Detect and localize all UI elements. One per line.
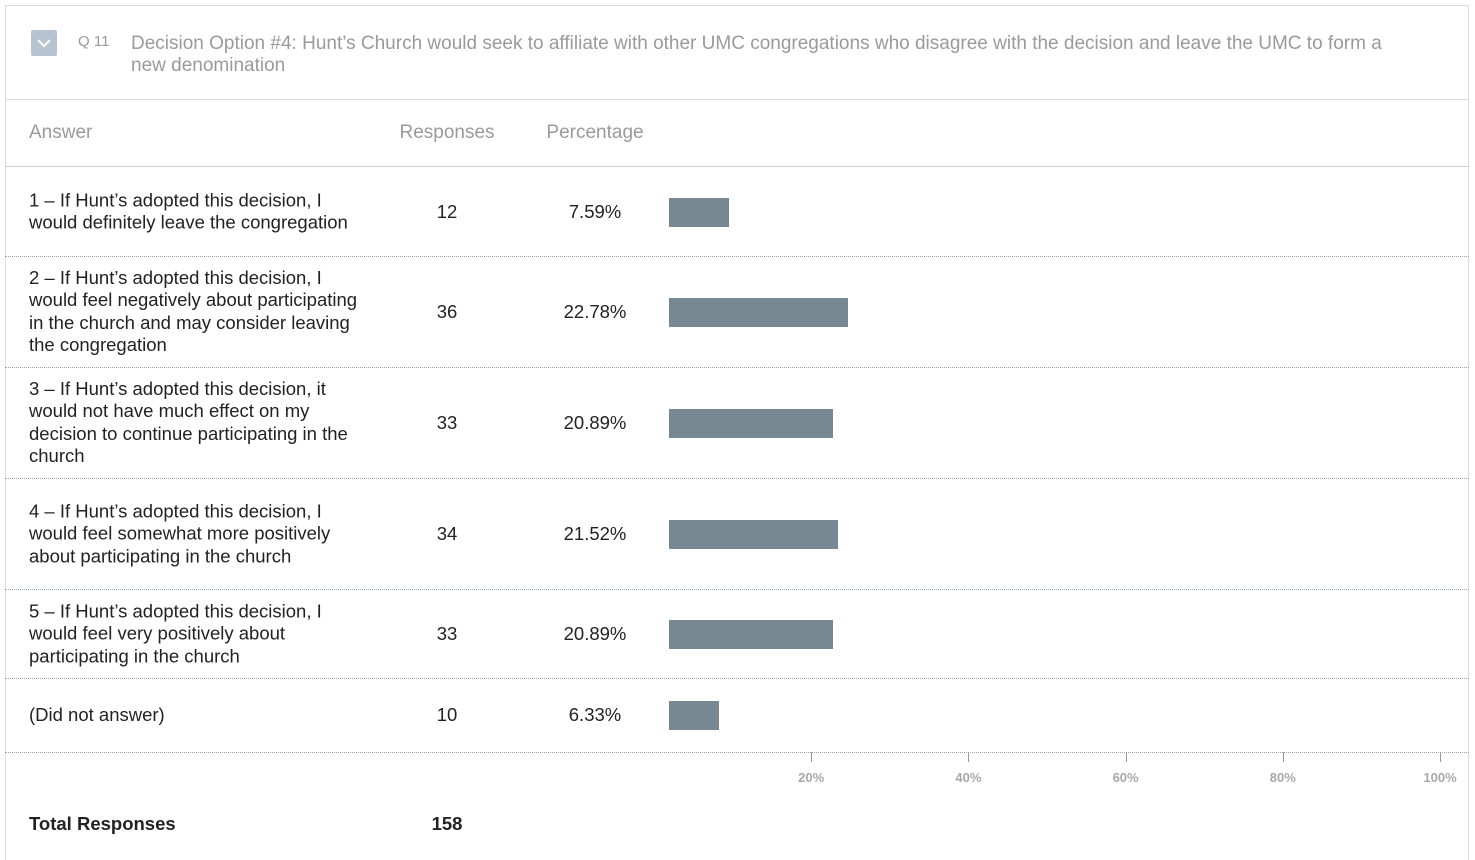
percentage: 22.78% [563, 300, 627, 322]
question-box [5, 5, 1469, 100]
percentage: 7.59% [568, 200, 622, 222]
answer-text: (Did not answer) [29, 703, 165, 725]
answer-text: 4 – If Hunt’s adopted this decision, I w… [29, 499, 331, 566]
column-header: Answer [29, 122, 93, 143]
responses: 10 [436, 704, 458, 725]
header-rule [5, 166, 1469, 167]
responses: 33 [436, 622, 458, 644]
tick-mark [1440, 752, 1441, 762]
tick-mark [968, 752, 970, 762]
bar [669, 408, 834, 438]
x-tick-label: 60% [1112, 770, 1139, 785]
percentage: 20.89% [563, 622, 627, 644]
checkbox[interactable] [31, 30, 57, 56]
bar [669, 701, 719, 730]
row-separator [5, 478, 1469, 479]
total-value: 158 [431, 813, 463, 834]
table-frame [5, 100, 1469, 860]
bar [669, 197, 729, 227]
percentage: 21.52% [563, 522, 627, 544]
x-tick-label: 20% [798, 770, 825, 785]
question-number: Q 11 [78, 33, 110, 50]
answer-text: 5 – If Hunt’s adopted this decision, I w… [29, 599, 322, 666]
answer-text: 2 – If Hunt’s adopted this decision, I w… [29, 266, 358, 356]
row-separator [5, 256, 1469, 257]
percentage: 6.33% [568, 704, 622, 725]
responses: 36 [436, 300, 458, 322]
bar [669, 297, 849, 327]
row-separator [5, 752, 1469, 753]
row-separator [5, 589, 1469, 590]
bar [669, 519, 839, 549]
row-separator [5, 678, 1469, 679]
percentage: 20.89% [563, 411, 627, 433]
answer-text: 1 – If Hunt’s adopted this decision, I w… [29, 189, 348, 233]
tick-mark [811, 752, 813, 762]
answer-text: 3 – If Hunt’s adopted this decision, it … [29, 377, 348, 467]
check-icon [37, 39, 51, 48]
row-separator [5, 367, 1469, 368]
x-tick-label: 100% [1423, 770, 1457, 785]
total-label: Total Responses [29, 813, 176, 834]
x-tick-label: 40% [955, 770, 982, 785]
bar [669, 619, 834, 649]
x-tick-label: 80% [1269, 770, 1296, 785]
responses: 34 [436, 522, 458, 544]
column-header: Percentage [546, 122, 644, 143]
responses: 33 [436, 411, 458, 433]
tick-mark [1282, 752, 1284, 762]
responses: 12 [436, 200, 458, 222]
question-text: Decision Option #4: Hunt’s Church would … [131, 33, 1382, 76]
column-header: Responses [399, 122, 495, 143]
tick-mark [1125, 752, 1127, 762]
